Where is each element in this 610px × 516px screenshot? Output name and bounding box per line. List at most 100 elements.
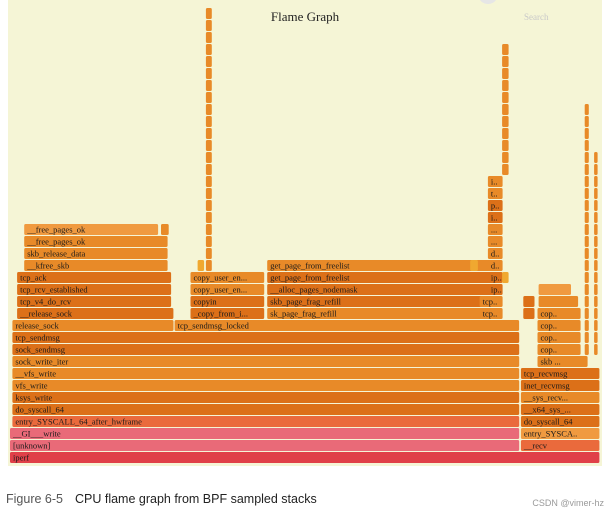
flame-frame-rect[interactable]: tcp_data_queue [502,116,509,127]
flame-frame[interactable]: ip_outputip.. [487,272,503,283]
flame-frame-rect[interactable]: _copy_from_iter_full [190,308,265,319]
flame-frame-rect[interactable]: sock_rfree [594,236,598,247]
flame-frame[interactable]: sock_rfree [594,344,598,355]
flame-frame[interactable]: free_pcppages_bulk [205,32,212,43]
flame-frame-rect[interactable]: __tcp_ack_snd_check [584,140,589,151]
flame-frame-rect[interactable]: __tcp_ack_snd_check [584,320,589,331]
flame-frame-rect[interactable]: __tcp_ack_snd_check [584,128,589,139]
flame-frame[interactable]: skb_copy_datagram_iterskb ... [537,356,588,367]
flame-frame-rect[interactable]: tcp_data_queue [502,164,509,175]
flame-frame-rect[interactable]: sock_rfree [594,224,598,235]
flame-frame-rect[interactable]: __tcp_ack_snd_check [584,236,589,247]
flame-frame[interactable]: free_pcppages_bulk [205,260,212,271]
flame-frame[interactable]: sock_rfree [594,188,598,199]
flame-frame-rect[interactable]: __free_pages_ok [24,236,168,247]
flame-frame-rect[interactable]: free_pcppages_bulk [205,44,212,55]
flame-frame[interactable]: __skb_datagram_itercop.. [537,344,581,355]
flame-frame[interactable]: entry_SYSCALL_64_after_hwframeentry_SYSC… [12,416,520,427]
flame-frame-rect[interactable]: free_pcppages_bulk [205,92,212,103]
flame-frame[interactable]: get_page_from_freelistget_page_from_free… [267,260,502,271]
flame-frame[interactable]: ip_queue_xmitip.. [487,284,503,295]
flame-frame-rect[interactable]: __tcp_ack_snd_check [584,272,589,283]
flame-frame[interactable]: tcp_data_queue [502,92,509,103]
flame-frame-rect[interactable]: __tcp_ack_snd_check [584,248,589,259]
flame-frame-rect[interactable]: tcp_sendmsg [12,332,520,343]
flame-frame-rect[interactable]: sock_rfree [594,284,598,295]
flame-frame[interactable]: tcp_write_xmittcp.. [479,296,503,307]
flame-frame-rect[interactable]: tcp_data_queue [502,44,509,55]
flame-frame-rect[interactable]: __tcp_ack_snd_check [584,188,589,199]
flame-frame-rect[interactable]: __tcp_ack_snd_check [584,344,589,355]
flame-frame[interactable]: _copy_to_itercop.. [537,320,581,331]
flame-frame[interactable]: entry_SYSCALL_64entry_SYSCA.. [520,428,600,439]
flame-frame-rect[interactable]: free_pcppages_bulk [205,20,212,31]
flame-frame[interactable]: inet_recvmsginet_recvmsg [520,380,600,391]
flame-frame[interactable]: free_pcppages_bulk [205,176,212,187]
flame-frame[interactable]: __tcp_ack_snd_check [584,320,589,331]
flame-frame-rect[interactable]: tcp_data_queue [502,68,509,79]
flame-frame[interactable]: do_syscall_64do_syscall_64 [520,416,600,427]
flame-frame[interactable]: __alloc_pages_nodemask__alloc_pages_node… [267,284,502,295]
flame-frame-rect[interactable]: dev_queue_xmit [487,260,503,271]
flame-frame-rect[interactable]: free_pcppages_bulk [205,188,212,199]
flame-frame-rect[interactable]: free_pcppages_bulk [205,248,212,259]
flame-frame[interactable]: __tcp_ack_snd_check [584,344,589,355]
flame-frame[interactable]: free_pcppages_bulk [205,80,212,91]
flame-frame[interactable]: free_pcppages_bulk [205,224,212,235]
flame-frame[interactable]: free_pcppages_bulk [205,8,212,19]
flame-frame[interactable]: __tcp_ack_snd_check [584,200,589,211]
flame-frame[interactable]: free_pcppages_bulk [205,56,212,67]
flame-frame[interactable]: tcp_data_queue [502,56,509,67]
flame-frame-rect[interactable]: net_rx_action [487,236,503,247]
flame-frame[interactable]: __tcp_ack_snd_check [584,248,589,259]
flame-frame-rect[interactable]: tcp_push_one [502,272,509,283]
flame-frame-rect[interactable]: process_backlog [487,224,503,235]
flame-frame-rect[interactable]: tcp_clean_rtx_queue [197,260,205,271]
flame-frame-rect[interactable]: ksys_write [12,392,520,403]
flame-frame[interactable]: copy_user_enhanced_fast_stringcopy_user_… [190,284,265,295]
flame-frame-rect[interactable]: tcp_sendmsg_locked [174,320,520,331]
flame-frame[interactable]: net_rx_action... [487,236,503,247]
flame-frame-rect[interactable]: inet_recvmsg [520,380,600,391]
flame-frame[interactable]: __tcp_ack_snd_check [584,284,589,295]
flame-frame[interactable]: free_pcppages_bulk [205,104,212,115]
flame-frame-rect[interactable]: __free_pages_ok [24,224,159,235]
flame-frame-rect[interactable]: free_pcppages_bulk [205,56,212,67]
flame-frame[interactable]: sock_rfree [594,164,598,175]
flame-frame[interactable]: copy_user_enhanced_fast_stringcopy_user_… [190,272,265,283]
flame-frame[interactable]: sock_rfree [594,320,598,331]
flame-frame-rect[interactable]: __tcp_ack_snd_check [584,260,589,271]
flame-frame[interactable]: __tcp_transmit_skb [470,260,478,271]
flame-frame[interactable]: simple_copy_to_itercop.. [537,332,581,343]
flame-frame-rect[interactable]: __tcp_ack_snd_check [584,308,589,319]
flame-frame[interactable]: __release_sock [523,296,535,307]
flame-frame-rect[interactable]: tcp_data_queue [502,128,509,139]
flame-frame-rect[interactable]: free_pcppages_bulk [205,164,212,175]
flame-frame[interactable]: tcp_data_queue [502,128,509,139]
flame-frame[interactable]: __tcp_ack_snd_check [584,176,589,187]
flame-frame[interactable]: sock_rfree [594,176,598,187]
flame-frame[interactable]: tcp_ack [161,224,169,235]
flame-frame-rect[interactable]: sock_rfree [594,296,598,307]
flame-frame-rect[interactable]: sock_rfree [594,164,598,175]
flame-frame[interactable]: __free_pages_ok__free_pages_ok [24,224,159,235]
flame-frame[interactable]: __free_pages_ok__free_pages_ok [24,236,168,247]
flame-frame-rect[interactable]: __release_sock [17,308,174,319]
flame-frame-rect[interactable]: free_pcppages_bulk [205,260,212,271]
flame-frame[interactable]: free_pcppages_bulk [205,140,212,151]
flame-frame-rect[interactable]: sock_rfree [594,332,598,343]
flame-frame[interactable]: __tcp_ack_snd_check [584,140,589,151]
flame-frame-rect[interactable]: do_syscall_64 [12,404,520,415]
flame-frame[interactable]: free_pcppages_bulk [205,248,212,259]
flame-frame[interactable]: sock_rfree [594,284,598,295]
flame-frame[interactable]: iperfiperf [10,452,600,463]
flame-frame-rect[interactable]: get_page_from_freelist [267,272,502,283]
search-button[interactable]: Search [524,12,549,22]
flame-frame[interactable]: __tcp_ack_snd_check [584,212,589,223]
flame-frame-rect[interactable]: copyin [190,296,265,307]
